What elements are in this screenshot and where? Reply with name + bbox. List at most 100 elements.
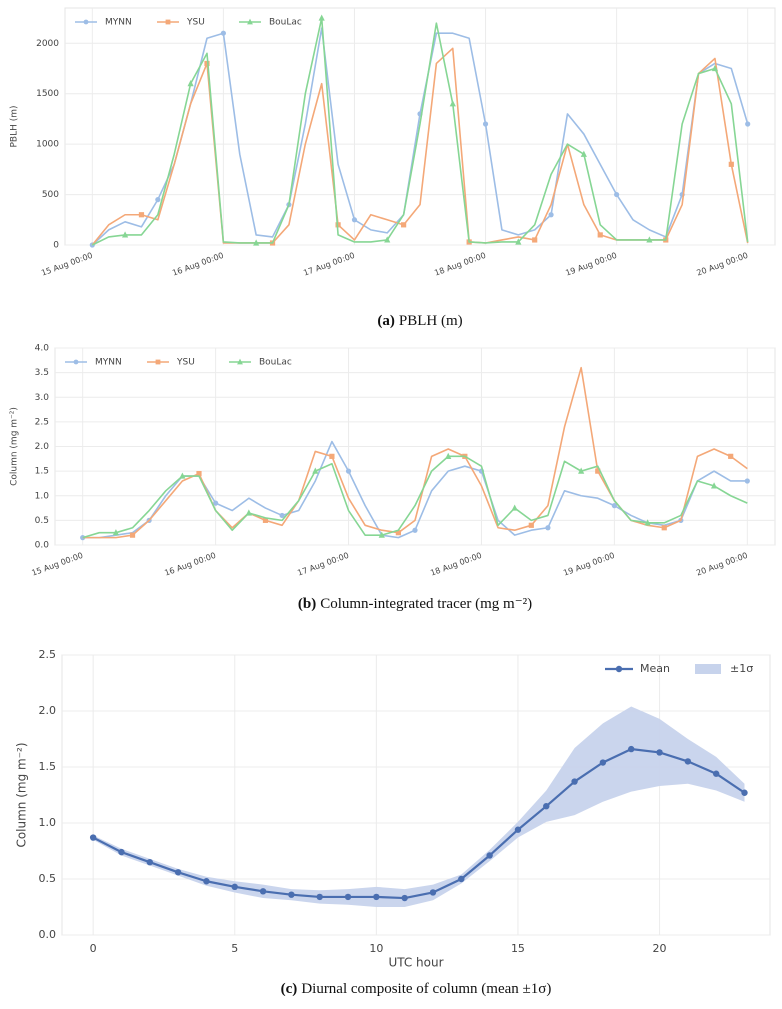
x-tick-label: 19 Aug 00:00 xyxy=(562,551,616,578)
marker xyxy=(458,875,465,883)
marker xyxy=(373,893,380,901)
marker xyxy=(253,239,260,246)
marker xyxy=(245,509,252,516)
y-axis-label: Column (mg m⁻²) xyxy=(10,407,20,486)
y-tick-label: 1000 xyxy=(36,140,59,150)
x-tick-label: 15 Aug 00:00 xyxy=(30,551,84,578)
marker xyxy=(384,236,391,243)
marker xyxy=(449,100,456,107)
marker xyxy=(684,758,692,765)
marker xyxy=(279,512,285,519)
marker xyxy=(429,889,437,896)
y-axis-label: PBLH (m) xyxy=(10,105,20,147)
marker xyxy=(345,468,352,474)
marker xyxy=(728,161,734,167)
marker xyxy=(545,525,551,531)
y-tick-label: 0.5 xyxy=(35,516,49,526)
marker xyxy=(486,852,493,859)
marker xyxy=(656,749,663,756)
y-axis-label: Column (mg m⁻²) xyxy=(15,742,29,847)
y-tick-label: 2.0 xyxy=(39,704,57,717)
legend-label: ±1σ xyxy=(730,662,753,675)
caption-label: (c) xyxy=(281,981,298,997)
marker xyxy=(597,232,603,238)
marker xyxy=(395,530,401,536)
marker xyxy=(118,848,125,856)
marker xyxy=(155,197,161,203)
marker xyxy=(213,500,219,506)
marker xyxy=(89,834,97,841)
marker xyxy=(174,869,182,876)
marker xyxy=(571,778,578,785)
marker xyxy=(646,236,653,243)
y-tick-label: 0 xyxy=(53,241,59,251)
x-tick-label: 18 Aug 00:00 xyxy=(429,551,483,578)
x-tick-label: 5 xyxy=(231,942,238,955)
band-area xyxy=(93,706,745,907)
x-axis-label: UTC hour xyxy=(388,956,443,970)
marker xyxy=(548,212,554,218)
marker xyxy=(231,883,238,891)
marker xyxy=(351,217,358,223)
marker xyxy=(401,222,407,228)
x-tick-label: 19 Aug 00:00 xyxy=(564,251,618,278)
marker xyxy=(316,893,323,901)
marker xyxy=(401,894,408,902)
marker xyxy=(514,826,522,833)
caption-text: Column-integrated tracer (mg m⁻²) xyxy=(320,596,532,612)
marker xyxy=(344,893,352,901)
y-tick-label: 3.5 xyxy=(35,368,49,378)
marker xyxy=(196,470,202,477)
x-tick-label: 20 Aug 00:00 xyxy=(695,251,749,278)
y-tick-label: 4.0 xyxy=(35,344,50,354)
legend-marker xyxy=(615,665,623,673)
marker xyxy=(644,519,651,526)
marker xyxy=(187,80,194,87)
marker xyxy=(745,121,751,127)
x-tick-label: 0 xyxy=(90,942,97,955)
marker xyxy=(138,212,145,218)
legend-label: YSU xyxy=(186,18,205,28)
legend-label: BouLac xyxy=(269,18,302,28)
legend-label: YSU xyxy=(176,358,195,368)
marker xyxy=(329,453,335,459)
y-tick-label: 2.5 xyxy=(35,417,49,427)
x-tick-label: 18 Aug 00:00 xyxy=(433,251,487,278)
y-tick-label: 0.0 xyxy=(35,541,50,551)
marker xyxy=(578,467,585,474)
caption-text: Diurnal composite of column (mean ±1σ) xyxy=(301,981,551,997)
y-tick-label: 1.5 xyxy=(35,467,49,477)
marker xyxy=(203,878,210,885)
marker xyxy=(741,789,748,796)
marker xyxy=(220,30,226,36)
y-tick-label: 0.0 xyxy=(39,928,57,941)
marker xyxy=(611,503,617,509)
marker xyxy=(259,888,267,895)
marker xyxy=(318,14,325,21)
marker xyxy=(146,859,153,866)
marker xyxy=(532,237,538,243)
caption-label: (b) xyxy=(298,596,316,612)
legend-marker xyxy=(247,18,253,25)
marker xyxy=(661,525,667,531)
marker xyxy=(628,745,635,753)
y-tick-label: 2.5 xyxy=(39,648,57,661)
marker xyxy=(744,478,750,484)
marker xyxy=(595,468,601,474)
x-tick-label: 16 Aug 00:00 xyxy=(171,251,225,278)
y-tick-label: 2000 xyxy=(36,39,59,49)
marker xyxy=(528,522,534,528)
marker xyxy=(580,150,587,157)
marker xyxy=(543,803,550,810)
legend-marker xyxy=(155,359,161,365)
x-tick-label: 10 xyxy=(369,942,383,955)
marker xyxy=(288,891,295,898)
marker xyxy=(599,759,607,766)
legend-marker xyxy=(83,19,89,25)
y-tick-label: 1500 xyxy=(36,89,59,99)
x-tick-label: 16 Aug 00:00 xyxy=(163,551,217,578)
legend-label: MYNN xyxy=(95,358,122,368)
x-tick-label: 17 Aug 00:00 xyxy=(302,251,356,278)
marker xyxy=(710,482,718,489)
